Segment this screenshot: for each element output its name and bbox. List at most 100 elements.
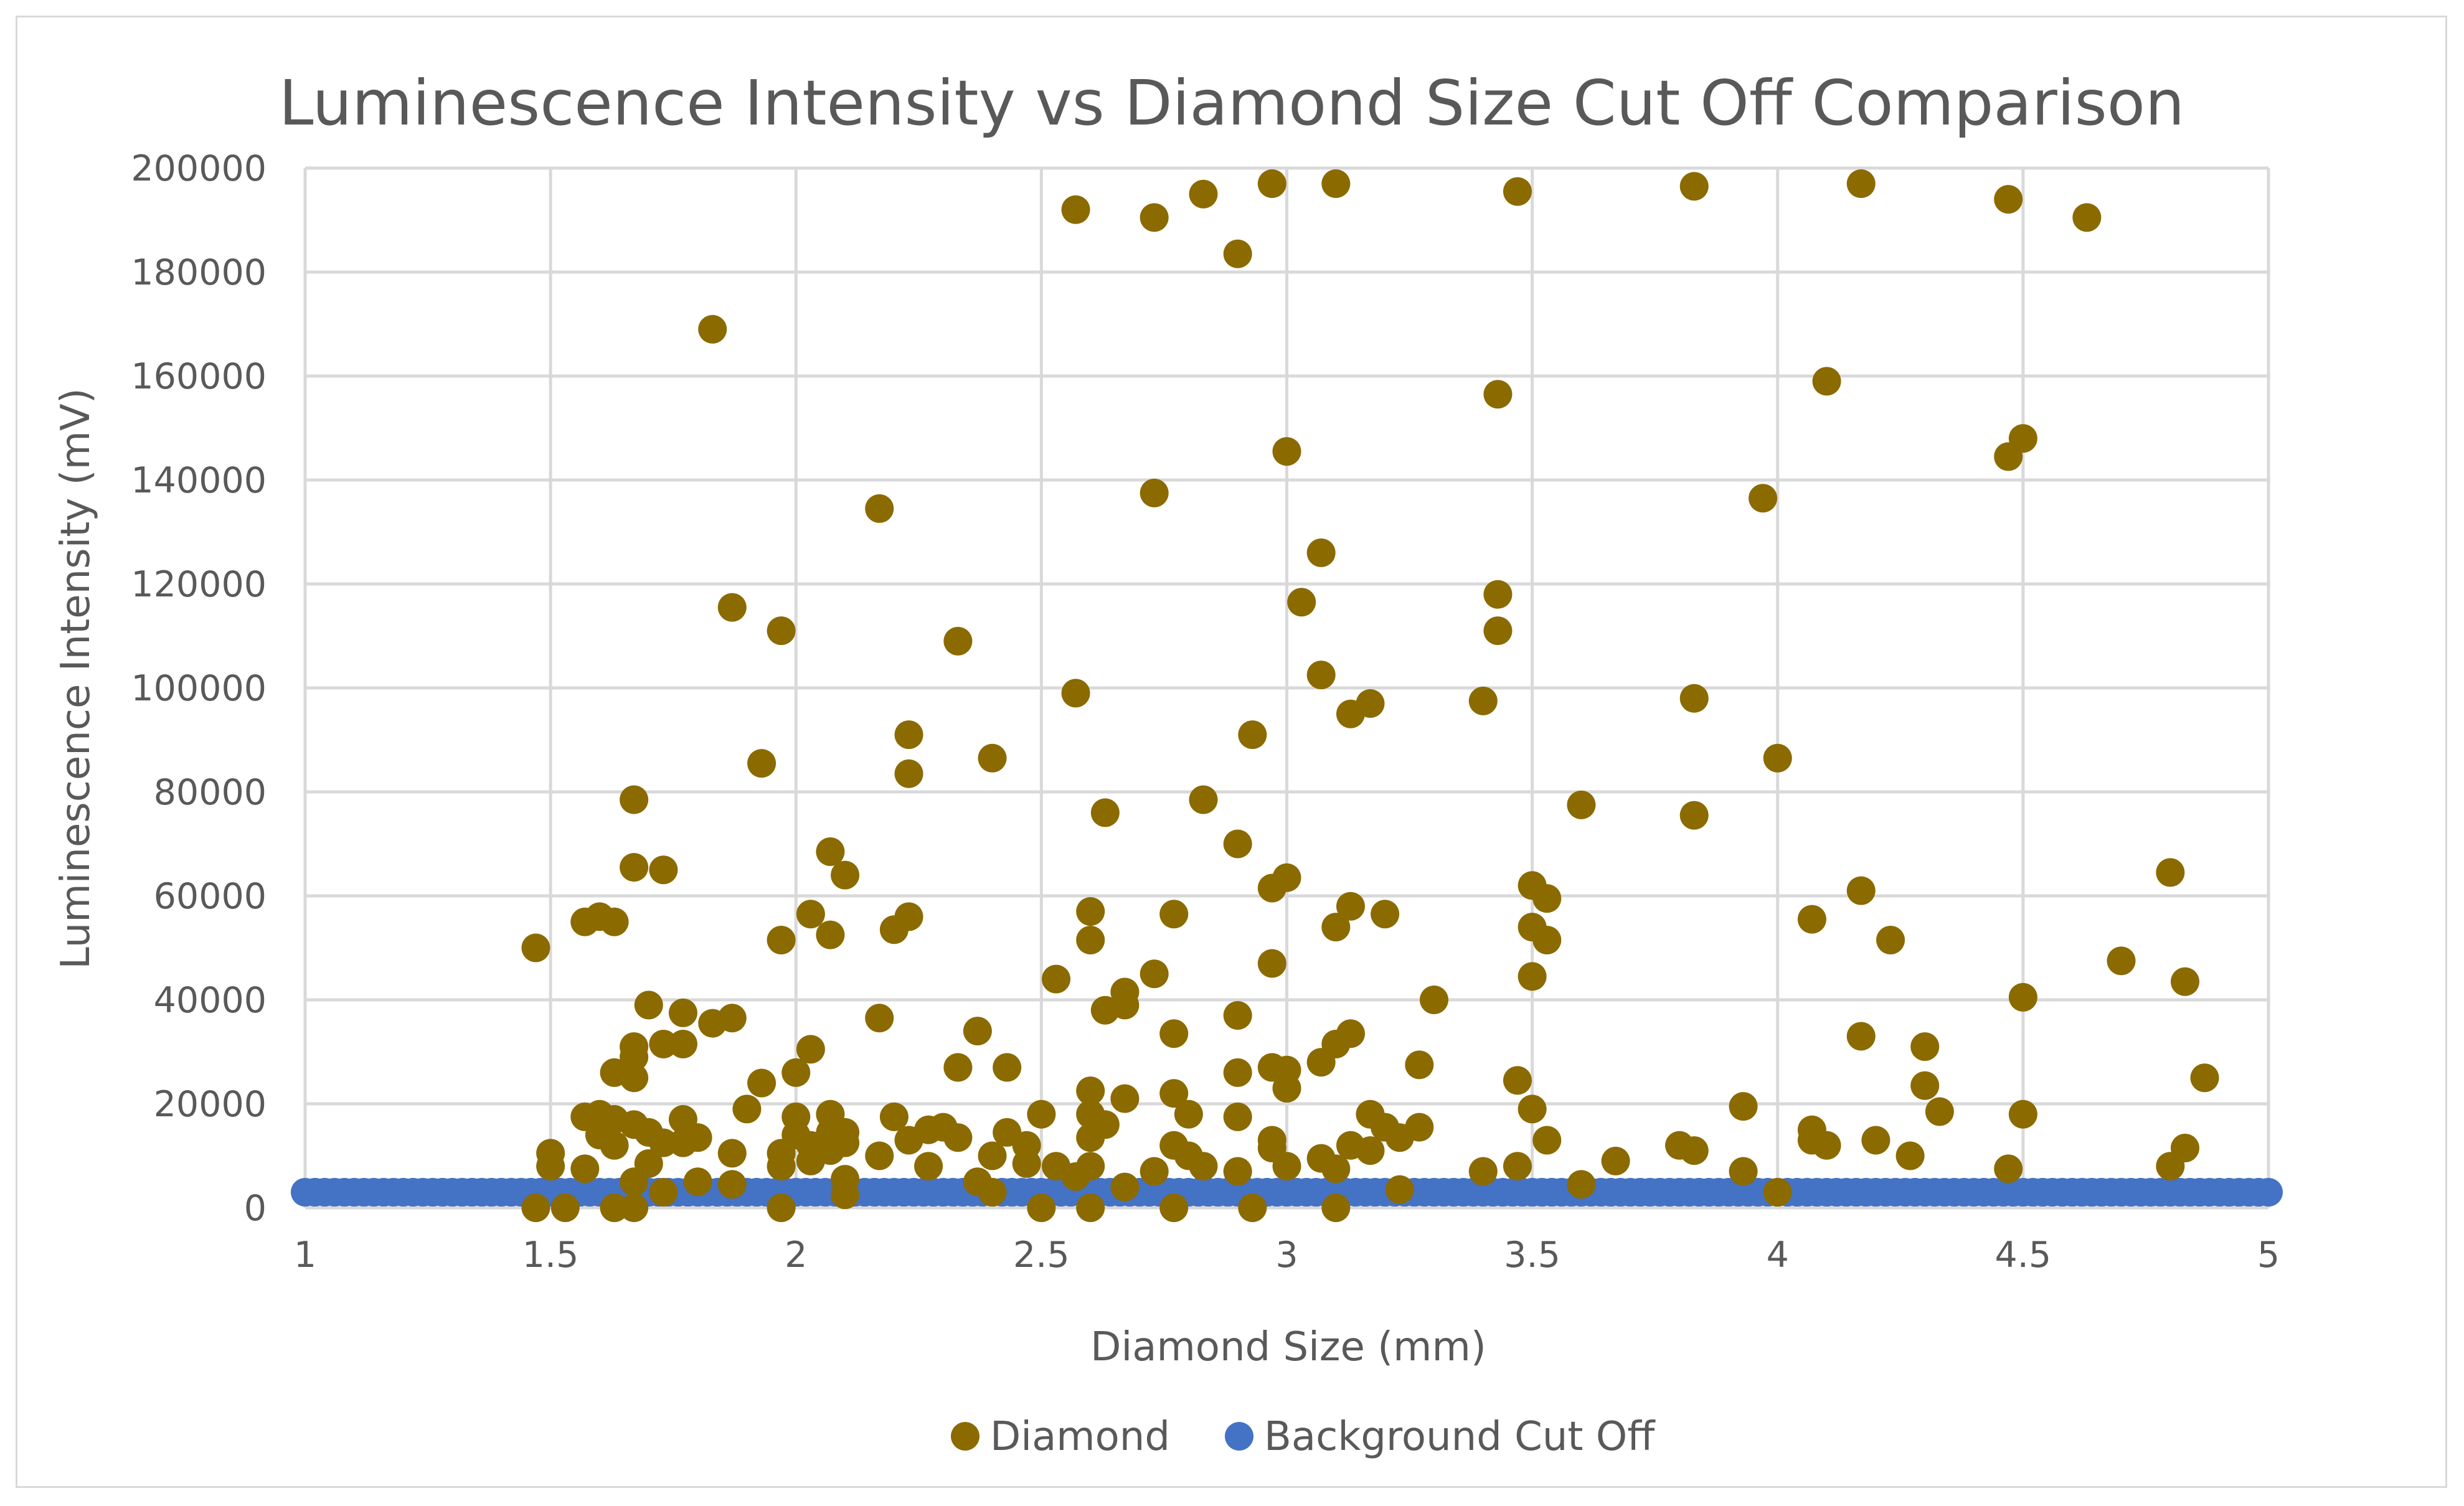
diamond-point	[1729, 1157, 1758, 1186]
diamond-point	[2008, 982, 2037, 1012]
legend-marker-background-cutoff	[1225, 1422, 1253, 1451]
diamond-point	[1321, 1193, 1351, 1222]
diamond-point	[1027, 1193, 1056, 1222]
legend-label-diamond: Diamond	[990, 1414, 1170, 1460]
diamond-point	[1272, 437, 1301, 466]
diamond-point	[600, 1131, 629, 1160]
diamond-point	[1812, 367, 1841, 396]
diamond-point	[1223, 1001, 1252, 1030]
diamond-point	[1405, 1113, 1434, 1142]
diamond-point	[914, 1152, 943, 1181]
diamond-point	[1925, 1097, 1954, 1126]
diamond-point	[2190, 1063, 2219, 1093]
diamond-point	[1090, 1110, 1120, 1139]
diamond-point	[1257, 949, 1286, 978]
diamond-point	[1532, 1126, 1562, 1155]
diamond-point	[2072, 203, 2102, 232]
diamond-point	[963, 1017, 992, 1046]
diamond-point	[1567, 790, 1596, 819]
diamond-point	[634, 991, 663, 1020]
x-tick-label: 3	[1275, 1235, 1298, 1276]
chart-title: Luminescence Intensity vs Diamond Size C…	[279, 67, 2185, 139]
diamond-point	[1223, 829, 1252, 859]
diamond-point	[649, 1029, 678, 1058]
diamond-point	[1076, 1193, 1105, 1222]
diamond-point	[1679, 684, 1709, 713]
diamond-point	[1223, 1102, 1252, 1131]
x-tick-label: 4	[1767, 1235, 1789, 1276]
diamond-point	[717, 1139, 747, 1168]
diamond-point	[1223, 1157, 1252, 1186]
diamond-point	[1174, 1099, 1203, 1129]
diamond-point	[649, 1128, 678, 1157]
y-tick-label: 120000	[131, 564, 267, 605]
diamond-point	[620, 785, 649, 814]
diamond-point	[1076, 1076, 1105, 1106]
diamond-point	[732, 1094, 762, 1124]
diamond-point	[1287, 588, 1316, 617]
diamond-point	[550, 1193, 580, 1222]
diamond-point	[1895, 1141, 1925, 1170]
diamond-point	[1076, 897, 1105, 926]
diamond-point	[600, 1193, 629, 1222]
diamond-point	[1061, 195, 1090, 224]
diamond-point	[570, 1154, 600, 1184]
diamond-point	[1223, 239, 1252, 268]
diamond-point	[1272, 1152, 1301, 1181]
diamond-point	[683, 1167, 712, 1197]
diamond-point	[1749, 484, 1778, 513]
diamond-point	[717, 1170, 747, 1199]
diamond-point	[2156, 858, 2185, 887]
diamond-point	[1812, 1131, 1841, 1160]
diamond-point	[1468, 1157, 1498, 1186]
y-tick-label: 60000	[154, 876, 267, 917]
diamond-point	[1272, 1073, 1301, 1103]
diamond-point	[978, 1177, 1007, 1207]
diamond-point	[1159, 1019, 1189, 1048]
diamond-point	[1846, 876, 1876, 905]
diamond-point	[620, 1042, 649, 1071]
diamond-point	[1027, 1099, 1056, 1129]
x-tick-label: 3.5	[1504, 1235, 1560, 1276]
y-tick-label: 0	[244, 1188, 267, 1229]
diamond-point	[620, 1063, 649, 1093]
diamond-point	[1419, 986, 1448, 1014]
diamond-point	[865, 1141, 894, 1170]
diamond-point	[1223, 1058, 1252, 1087]
legend-marker-diamond	[951, 1422, 979, 1451]
diamond-point	[1140, 1157, 1169, 1186]
diamond-point	[1729, 1092, 1758, 1121]
diamond-point	[894, 720, 923, 750]
diamond-point	[1846, 1022, 1876, 1051]
diamond-point	[521, 933, 550, 962]
diamond-point	[1910, 1071, 1940, 1100]
diamond-point	[1061, 679, 1090, 708]
diamond-point	[865, 1004, 894, 1033]
y-axis-ticks: 0 20000 40000 60000 80000 100000 120000 140000 1…	[131, 148, 267, 1229]
y-tick-label: 140000	[131, 460, 267, 501]
x-tick-label: 4.5	[1995, 1235, 2052, 1276]
diamond-point	[620, 1193, 649, 1222]
diamond-point	[1532, 884, 1562, 913]
diamond-point	[1763, 743, 1792, 773]
x-axis-ticks: 1 1.5 2 2.5 3 3.5 4 4.5 5	[294, 1235, 2280, 1276]
diamond-point	[1994, 185, 2023, 214]
diamond-point	[1763, 1177, 1792, 1207]
diamond-point	[1012, 1149, 1041, 1179]
diamond-point	[1159, 1079, 1189, 1108]
diamond-point	[747, 1068, 776, 1098]
diamond-point	[1503, 1066, 1532, 1095]
diamond-point	[1159, 1193, 1189, 1222]
diamond-point	[879, 1102, 909, 1131]
diamond-point	[767, 616, 796, 646]
diamond-point	[1385, 1175, 1414, 1204]
diamond-point	[1518, 962, 1547, 991]
background-cutoff-point	[2254, 1177, 2283, 1207]
y-tick-label: 160000	[131, 356, 267, 397]
diamond-point	[683, 1123, 712, 1152]
diamond-point	[781, 1058, 811, 1087]
diamond-point	[1110, 1084, 1140, 1113]
diamond-point	[1189, 785, 1218, 814]
x-tick-label: 5	[2257, 1235, 2280, 1276]
